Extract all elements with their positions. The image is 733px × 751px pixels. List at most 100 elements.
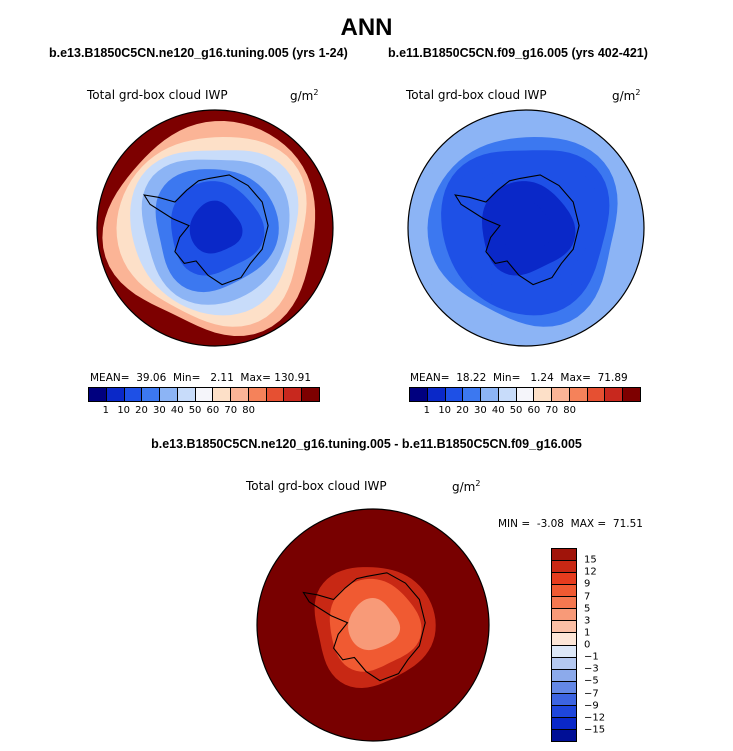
colorbar-tick-label: 0: [584, 639, 591, 651]
panel3-contour-band: [348, 598, 401, 651]
panel2-contour-band: [500, 200, 554, 254]
colorbar-swatch: [195, 388, 214, 401]
colorbar-tick-label: 10: [117, 405, 131, 416]
panel2-colorbar: [409, 387, 641, 402]
colorbar-swatch: [552, 573, 576, 586]
colorbar-tick-label: 1: [584, 627, 591, 639]
panel1-colorbar-ticks: 1 10 20 30 40 50 60 70 80: [88, 405, 320, 417]
colorbar-tick-label: 3: [584, 615, 591, 627]
colorbar-swatch: [177, 388, 196, 401]
colorbar-swatch: [498, 388, 517, 401]
colorbar-tick-label: 1: [423, 405, 431, 416]
colorbar-tick-label: 20: [456, 405, 469, 416]
panel3-variable-label: Total grd-box cloud IWP: [246, 479, 387, 493]
colorbar-tick-label: 30: [153, 405, 166, 416]
panel1-contour-band: [189, 200, 243, 254]
colorbar-swatch: [623, 388, 640, 401]
colorbar-swatch: [552, 609, 576, 622]
colorbar-tick-label: 80: [242, 405, 255, 416]
panel2-case-title: b.e11.B1850C5CN.f09_g16.005 (yrs 402-421…: [388, 46, 648, 60]
figure-title: ANN: [340, 14, 393, 41]
colorbar-swatch: [89, 388, 107, 401]
panel2-polar-map: [407, 109, 645, 347]
panel3-case-title: b.e13.B1850C5CN.ne120_g16.tuning.005 - b…: [151, 437, 582, 451]
colorbar-tick-label: 40: [491, 405, 505, 416]
colorbar-swatch: [552, 597, 576, 610]
panel3-contour-rings: [257, 509, 489, 741]
panel3-units: g/m2: [452, 479, 481, 494]
colorbar-swatch: [106, 388, 125, 401]
panel3-colorbar: [551, 548, 577, 742]
colorbar-swatch: [552, 669, 576, 682]
colorbar-swatch: [552, 729, 576, 741]
colorbar-tick-label: 9: [584, 578, 591, 590]
colorbar-swatch: [463, 388, 482, 401]
colorbar-tick-label: −7: [584, 688, 599, 699]
colorbar-swatch: [534, 388, 553, 401]
colorbar-swatch: [481, 388, 499, 401]
colorbar-tick-label: 60: [527, 405, 541, 416]
colorbar-tick-label: −5: [584, 675, 599, 687]
panel2-antarctica-outline: [454, 174, 580, 286]
panel1-antarctica-outline: [143, 174, 269, 286]
colorbar-tick-label: 70: [545, 405, 559, 416]
panel3-map-border: [256, 508, 490, 742]
colorbar-tick-label: 15: [584, 554, 597, 566]
colorbar-tick-label: 50: [188, 405, 202, 416]
colorbar-swatch: [266, 388, 285, 401]
colorbar-tick-label: 12: [584, 566, 597, 578]
panel3-polar-map: [256, 508, 490, 742]
panel2-stats: MEAN= 18.22 Min= 1.24 Max= 71.89: [410, 372, 628, 384]
colorbar-swatch: [552, 388, 570, 401]
colorbar-tick-label: 60: [206, 405, 220, 416]
colorbar-tick-label: 40: [170, 405, 184, 416]
colorbar-tick-label: −9: [584, 700, 599, 712]
colorbar-swatch: [552, 561, 576, 574]
colorbar-swatch: [552, 717, 576, 730]
panel2-units: g/m2: [612, 88, 641, 103]
colorbar-tick-label: −15: [584, 724, 606, 736]
colorbar-swatch: [552, 633, 576, 646]
colorbar-swatch: [552, 645, 576, 658]
panel3-colorbar-ticks: 15 12 9 7 5 3 1 0 −1 −3 −5 −7 −9 −12 −15: [584, 548, 624, 742]
colorbar-swatch: [552, 705, 576, 718]
panel1-case-title: b.e13.B1850C5CN.ne120_g16.tuning.005 (yr…: [49, 46, 348, 60]
panel1-units: g/m2: [290, 88, 319, 103]
colorbar-swatch: [410, 388, 428, 401]
colorbar-swatch: [213, 388, 232, 401]
colorbar-tick-label: −1: [584, 651, 599, 663]
panel2-map-border: [407, 109, 645, 347]
colorbar-tick-label: 50: [509, 405, 523, 416]
panel1-colorbar: [88, 387, 320, 402]
colorbar-swatch: [124, 388, 143, 401]
colorbar-swatch: [552, 693, 576, 706]
panel1-stats: MEAN= 39.06 Min= 2.11 Max= 130.91: [90, 372, 312, 384]
colorbar-swatch: [605, 388, 624, 401]
colorbar-swatch: [427, 388, 446, 401]
colorbar-swatch: [248, 388, 267, 401]
colorbar-swatch: [445, 388, 464, 401]
colorbar-swatch: [552, 681, 576, 694]
panel1-variable-label: Total grd-box cloud IWP: [87, 88, 228, 102]
colorbar-swatch: [569, 388, 588, 401]
colorbar-swatch: [552, 657, 576, 670]
colorbar-swatch: [587, 388, 606, 401]
colorbar-swatch: [552, 549, 576, 562]
panel1-polar-map: [96, 109, 334, 347]
panel1-map-border: [96, 109, 334, 347]
colorbar-swatch: [231, 388, 249, 401]
colorbar-tick-label: −12: [584, 712, 606, 724]
colorbar-tick-label: 7: [584, 591, 591, 602]
colorbar-tick-label: 1: [102, 405, 110, 416]
colorbar-swatch: [160, 388, 178, 401]
colorbar-tick-label: 20: [135, 405, 148, 416]
colorbar-swatch: [552, 621, 576, 634]
panel3-antarctica-outline: [302, 572, 426, 682]
colorbar-tick-label: −3: [584, 663, 599, 675]
panel2-variable-label: Total grd-box cloud IWP: [406, 88, 547, 102]
panel2-contour-rings: [408, 110, 644, 346]
panel1-contour-rings: [97, 110, 333, 346]
colorbar-tick-label: 30: [474, 405, 487, 416]
colorbar-swatch: [516, 388, 535, 401]
colorbar-swatch: [302, 388, 319, 401]
